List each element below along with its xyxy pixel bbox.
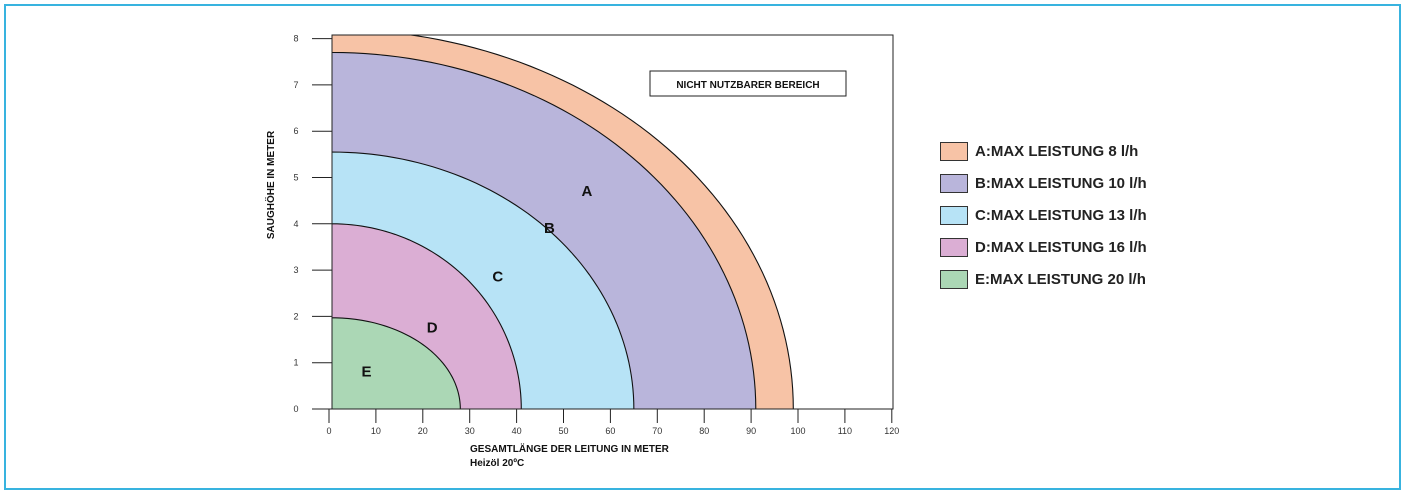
y-tick-label: 6	[293, 126, 298, 136]
region-b-boundary	[332, 51, 757, 409]
legend-swatch	[940, 237, 968, 257]
region-c-boundary	[332, 151, 635, 409]
region-a-boundary	[407, 35, 794, 409]
x-tick-label: 20	[418, 426, 428, 436]
x-tick-label: 120	[884, 426, 899, 436]
legend-label: C:MAX LEISTUNG 13 l/h	[975, 206, 1147, 224]
legend-item: B:MAX LEISTUNG 10 l/h	[940, 167, 1147, 199]
legend-label: B:MAX LEISTUNG 10 l/h	[975, 174, 1147, 192]
x-axis-label: GESAMTLÄNGE DER LEITUNG IN METER	[470, 442, 670, 455]
legend-item: D:MAX LEISTUNG 16 l/h	[940, 231, 1147, 263]
region-d-boundary	[332, 223, 522, 409]
x-tick-label: 80	[699, 426, 709, 436]
y-tick-label: 7	[293, 80, 298, 90]
x-tick-label: 70	[652, 426, 662, 436]
x-tick-label: 10	[371, 426, 381, 436]
y-tick-label: 5	[293, 173, 298, 183]
x-tick-label: 110	[838, 426, 852, 436]
chart-frame	[4, 4, 1401, 490]
region-e-area	[332, 317, 461, 409]
y-tick-label: 1	[293, 358, 298, 368]
legend-swatch	[940, 269, 968, 289]
region-label-b: B	[544, 220, 555, 237]
legend-swatch	[940, 173, 968, 193]
x-tick-label: 60	[605, 426, 615, 436]
region-label-c: C	[492, 269, 503, 286]
x-tick-label: 90	[746, 426, 756, 436]
region-e-boundary	[332, 317, 461, 409]
y-tick-label: 8	[293, 34, 298, 44]
x-axis-sublabel: Heizöl 20ºC	[470, 458, 524, 469]
legend-label: D:MAX LEISTUNG 16 l/h	[975, 238, 1147, 256]
legend-label: E:MAX LEISTUNG 20 l/h	[975, 270, 1146, 288]
y-axis-label: SAUGHÖHE IN METER	[264, 130, 277, 239]
y-tick-label: 0	[293, 404, 298, 414]
x-tick-label: 0	[326, 426, 331, 436]
region-label-e: E	[362, 364, 372, 381]
y-tick-label: 2	[293, 311, 298, 321]
x-tick-label: 100	[790, 426, 805, 436]
legend-item: A:MAX LEISTUNG 8 l/h	[940, 135, 1147, 167]
y-tick-label: 4	[293, 219, 298, 229]
x-tick-label: 30	[465, 426, 475, 436]
x-tick-label: 50	[558, 426, 568, 436]
x-tick-label: 40	[512, 426, 522, 436]
annotation-box	[649, 70, 847, 97]
annotation-text: NICHT NUTZBARER BEREICH	[676, 80, 819, 91]
legend-swatch	[940, 205, 968, 225]
region-label-a: A	[582, 183, 593, 200]
y-tick-label: 3	[293, 265, 298, 275]
legend: A:MAX LEISTUNG 8 l/h B:MAX LEISTUNG 10 l…	[940, 135, 1147, 295]
legend-item: E:MAX LEISTUNG 20 l/h	[940, 263, 1147, 295]
legend-label: A:MAX LEISTUNG 8 l/h	[975, 142, 1139, 160]
region-label-d: D	[427, 320, 438, 337]
legend-item: C:MAX LEISTUNG 13 l/h	[940, 199, 1147, 231]
legend-swatch	[940, 141, 968, 161]
